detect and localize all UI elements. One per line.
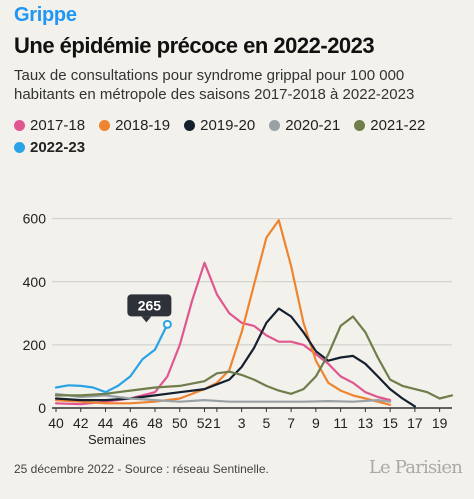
x-tick-label: 42 [73, 415, 89, 431]
legend-label: 2019-20 [200, 116, 256, 134]
x-tick-label: 52 [197, 415, 213, 431]
legend-swatch [14, 119, 25, 131]
legend-label: 2022-23 [30, 138, 86, 156]
legend-swatch [14, 141, 25, 153]
series-line-2020-21 [54, 392, 392, 403]
legend-item-2022-23: 2022-23 [14, 139, 85, 156]
y-tick-label: 200 [23, 337, 47, 353]
x-tick-label: 17 [407, 415, 423, 431]
legend-item-2017-18: 2017-18 [14, 117, 85, 134]
x-tick-label: 44 [98, 415, 114, 431]
legend-label: 2017-18 [30, 116, 86, 134]
x-tick-label: 46 [122, 415, 138, 431]
y-tick-label: 0 [38, 400, 46, 416]
legend-label: 2021-22 [370, 116, 426, 134]
chart-title: Une épidémie précoce en 2022-2023 [14, 33, 375, 58]
kicker-label: Grippe [14, 4, 77, 26]
y-tick-label: 600 [23, 211, 47, 227]
le-parisien-logo: Le Parisien [368, 457, 463, 478]
y-tick-label: 400 [23, 274, 47, 290]
x-axis-label: Semaines [88, 432, 146, 447]
chart-subtitle: Taux de consultations pour syndrome grip… [14, 67, 415, 103]
x-tick-label: 19 [432, 415, 448, 431]
legend-row: 2022-23 [14, 136, 464, 158]
x-tick-label: 7 [287, 415, 295, 431]
legend: 2017-18 2018-19 2019-20 2020-21 2021-22 … [14, 114, 464, 158]
legend-label: 2020-21 [285, 116, 341, 134]
x-tick-label: 5 [262, 415, 270, 431]
annotation-label: 265 [138, 297, 162, 313]
x-tick-label: 13 [358, 415, 374, 431]
legend-item-2020-21: 2020-21 [269, 117, 340, 134]
legend-swatch [184, 119, 196, 131]
series-line-2021-22 [54, 315, 454, 400]
legend-row: 2017-18 2018-19 2019-20 2020-21 2021-22 [14, 114, 464, 136]
series-line-2022-23 [54, 323, 169, 394]
series-line-2018-19 [54, 219, 392, 406]
legend-swatch [354, 119, 366, 131]
x-tick-label: 40 [48, 415, 64, 431]
x-tick-label: 50 [172, 415, 188, 431]
legend-swatch [269, 119, 281, 131]
series-line-2019-20 [54, 307, 416, 408]
series-line-2017-18 [54, 261, 392, 406]
x-tick-label: 9 [312, 415, 320, 431]
legend-item-2019-20: 2019-20 [184, 117, 255, 134]
x-tick-label: 48 [147, 415, 163, 431]
x-tick-label: 3 [238, 415, 246, 431]
annotation-box [127, 294, 172, 317]
legend-item-2018-19: 2018-19 [99, 117, 170, 134]
legend-swatch [99, 119, 111, 131]
x-tick-label: 1 [213, 415, 221, 431]
legend-label: 2018-19 [115, 116, 171, 134]
endpoint-marker [162, 319, 172, 329]
x-tick-label: 11 [333, 415, 348, 431]
x-tick-label: 15 [382, 415, 398, 431]
legend-item-2021-22: 2021-22 [354, 117, 425, 134]
annotation-pointer [141, 316, 152, 323]
source-footer: 25 décembre 2022 - Source : réseau Senti… [14, 462, 269, 476]
